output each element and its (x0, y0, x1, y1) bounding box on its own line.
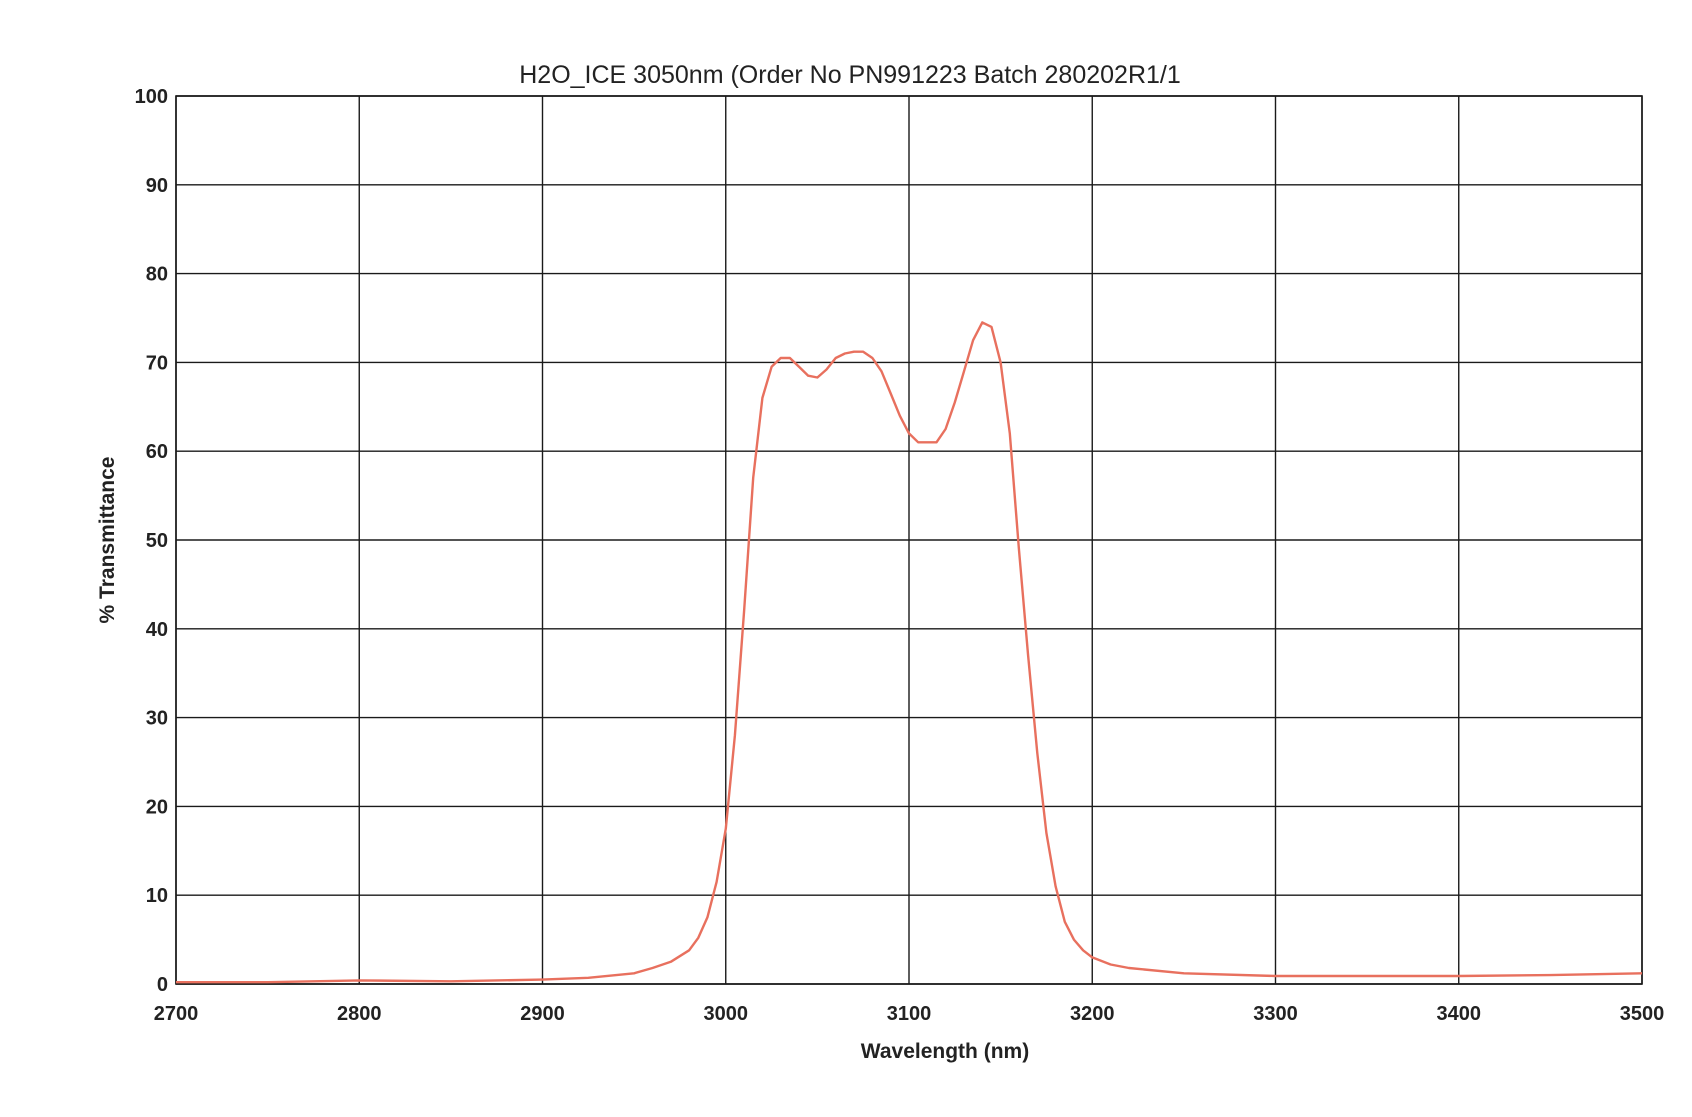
x-tick-label-2700: 2700 (154, 1003, 199, 1025)
y-tick-label-10: 10 (146, 885, 168, 907)
x-tick-label-3500: 3500 (1620, 1003, 1665, 1025)
y-tick-label-0: 0 (157, 974, 168, 996)
y-tick-label-20: 20 (146, 796, 168, 818)
x-tick-label-3000: 3000 (704, 1003, 749, 1025)
chart-title: H2O_ICE 3050nm (Order No PN991223 Batch … (519, 61, 1181, 89)
y-tick-labels: 0 10 20 30 40 50 60 70 80 90 100 (135, 86, 168, 996)
y-tick-label-90: 90 (146, 175, 168, 197)
x-tick-label-2900: 2900 (520, 1003, 565, 1025)
y-tick-label-40: 40 (146, 619, 168, 641)
y-axis-label: % Transmittance (96, 457, 119, 624)
plot-frame (175, 95, 1643, 985)
x-tick-label-3300: 3300 (1253, 1003, 1298, 1025)
x-tick-labels: 2700 2800 2900 3000 3100 3200 3300 3400 3500 (154, 1003, 1665, 1025)
x-tick-label-3200: 3200 (1070, 1003, 1115, 1025)
x-axis-label: Wavelength (nm) (861, 1040, 1029, 1063)
y-tick-label-80: 80 (146, 264, 168, 286)
transmittance-series-line (176, 321, 1643, 984)
x-tick-label-3400: 3400 (1437, 1003, 1482, 1025)
y-tick-label-50: 50 (146, 530, 168, 552)
x-tick-label-2800: 2800 (337, 1003, 382, 1025)
y-tick-label-100: 100 (135, 86, 168, 108)
y-tick-label-30: 30 (146, 708, 168, 730)
grid-lines (175, 95, 1643, 985)
y-tick-label-70: 70 (146, 352, 168, 374)
x-tick-label-3100: 3100 (887, 1003, 932, 1025)
y-tick-label-60: 60 (146, 441, 168, 463)
